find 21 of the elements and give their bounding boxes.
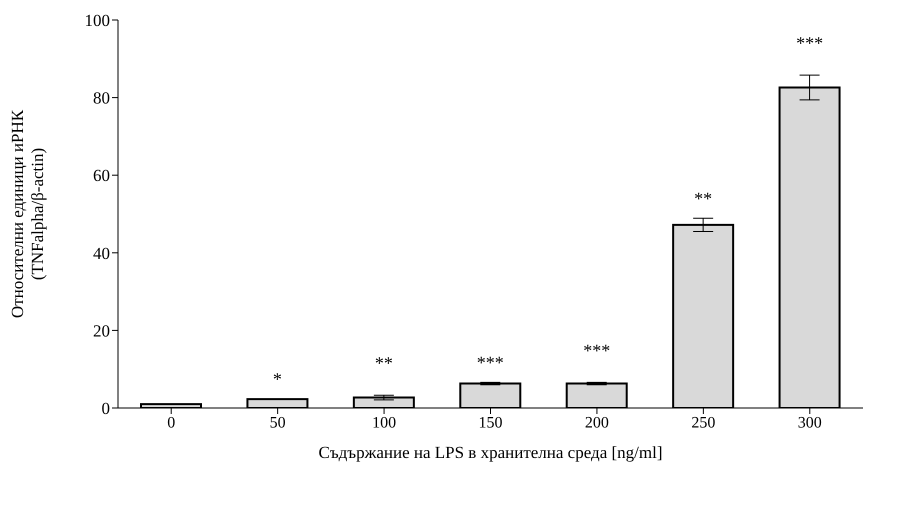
annotation: ** bbox=[374, 353, 393, 374]
x-tick-label: 50 bbox=[270, 414, 286, 432]
y-tick-label: 80 bbox=[93, 88, 110, 108]
x-tick-label: 200 bbox=[584, 414, 609, 432]
y-tick-label: 60 bbox=[93, 166, 110, 186]
annotation: *** bbox=[796, 33, 824, 54]
x-tick-label: 300 bbox=[798, 414, 822, 432]
annotation: *** bbox=[476, 352, 504, 372]
x-axis-title: Съдържание на LPS в хранителна среда [ng/ml] bbox=[318, 443, 662, 462]
x-tick-label: 100 bbox=[372, 414, 396, 432]
annotation: ** bbox=[694, 188, 712, 208]
x-tick-label: 0 bbox=[167, 414, 176, 432]
x-tick-label: 250 bbox=[691, 414, 716, 432]
x-tick-label: 150 bbox=[478, 414, 502, 432]
y-tick-label: 20 bbox=[93, 321, 110, 340]
y-tick-label: 100 bbox=[84, 11, 110, 30]
y-tick-label: 0 bbox=[102, 399, 110, 418]
y-axis-title: Относителни единици иРНК (TNFalpha/β-actin) bbox=[8, 109, 47, 318]
y-tick-label: 40 bbox=[93, 244, 110, 263]
annotation: * bbox=[272, 369, 282, 390]
annotation: *** bbox=[583, 340, 610, 360]
